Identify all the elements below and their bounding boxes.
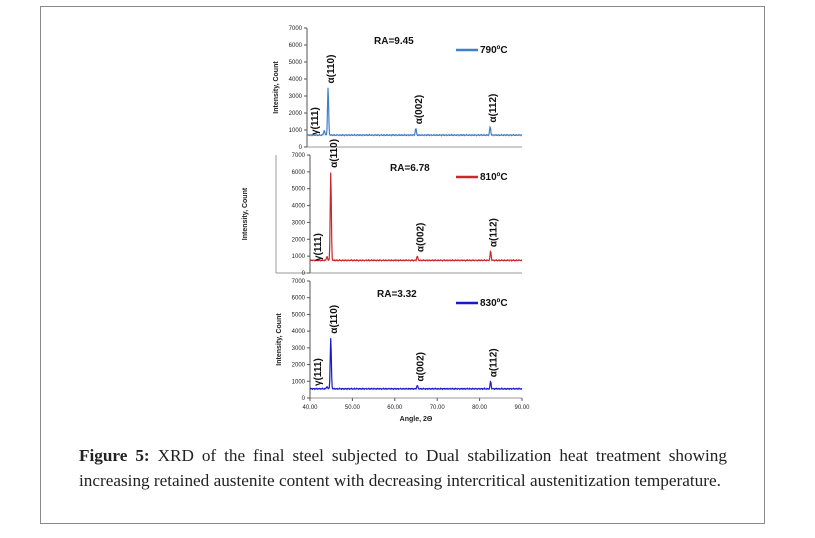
peak-label: α(110) (326, 55, 337, 84)
legend-label: 790ºC (480, 45, 508, 56)
x-tick-label: 90.00 (514, 405, 530, 411)
peak-label: α(110) (329, 139, 340, 168)
x-tick-label: 80.00 (472, 405, 488, 411)
y-tick-label: 2000 (289, 111, 303, 117)
x-tick-label: 70.00 (430, 405, 446, 411)
xrd-trace-1 (309, 172, 523, 262)
y-axis-title: Intensity, Count (273, 61, 280, 114)
caption-text: XRD of the final steel subjected to Dual… (79, 446, 727, 490)
caption-label: Figure 5: (79, 446, 150, 465)
y-tick-label: 7000 (292, 279, 306, 285)
y-tick-label: 1000 (292, 254, 306, 260)
peak-label: γ(111) (313, 358, 324, 386)
y-axis-title: Intensity, Count (276, 313, 283, 366)
y-tick-label: 5000 (292, 312, 306, 318)
y-tick-label: 5000 (289, 60, 303, 66)
ra-label: RA=3.32 (377, 289, 417, 300)
peak-label: α(112) (488, 94, 499, 123)
peak-label: α(112) (489, 348, 500, 377)
peak-label: α(002) (414, 95, 425, 125)
y-tick-label: 3000 (289, 94, 303, 100)
y-tick-label: 6000 (289, 43, 303, 49)
y-tick-label: 7000 (289, 26, 303, 32)
x-tick-label: 60.00 (387, 405, 403, 411)
peak-label: γ(111) (310, 107, 321, 135)
peak-label: α(002) (415, 352, 426, 382)
y-tick-label: 2000 (292, 237, 306, 243)
x-tick-label: 50.00 (345, 405, 361, 411)
y-tick-label: 6000 (292, 296, 306, 302)
y-tick-label: 4000 (292, 329, 306, 335)
x-axis-title: Angle, 2Θ (400, 416, 433, 423)
y-tick-label: 0 (299, 145, 303, 151)
y-tick-label: 3000 (292, 220, 306, 226)
figure-frame (40, 6, 765, 524)
ra-label: RA=9.45 (374, 36, 414, 47)
peak-label: α(110) (329, 305, 340, 334)
figure-caption: Figure 5: XRD of the final steel subject… (79, 443, 727, 493)
legend-label: 810ºC (480, 172, 508, 183)
xrd-trace-0 (306, 87, 523, 137)
peak-label: α(112) (489, 218, 500, 247)
y-tick-label: 0 (302, 271, 306, 277)
y-axis-title: Intensity, Count (242, 187, 249, 240)
y-tick-label: 3000 (292, 346, 306, 352)
xrd-chart: 0 1000 2000 3000 4000 5000 6000 7000 Intensity, … (242, 26, 530, 423)
y-tick-label: 5000 (292, 187, 306, 193)
x-tick-label: 40.00 (302, 405, 318, 411)
xrd-trace-2 (309, 338, 523, 391)
y-tick-label: 0 (302, 396, 306, 402)
y-tick-label: 1000 (292, 379, 306, 385)
y-tick-label: 4000 (292, 204, 306, 210)
y-tick-label: 4000 (289, 77, 303, 83)
ra-label: RA=6.78 (390, 163, 430, 174)
y-tick-label: 7000 (292, 153, 306, 159)
peak-label: α(002) (415, 223, 426, 253)
legend-label: 830ºC (480, 298, 508, 309)
y-tick-label: 1000 (289, 128, 303, 134)
y-tick-label: 2000 (292, 363, 306, 369)
peak-label: γ(111) (313, 233, 324, 261)
y-tick-label: 6000 (292, 170, 306, 176)
